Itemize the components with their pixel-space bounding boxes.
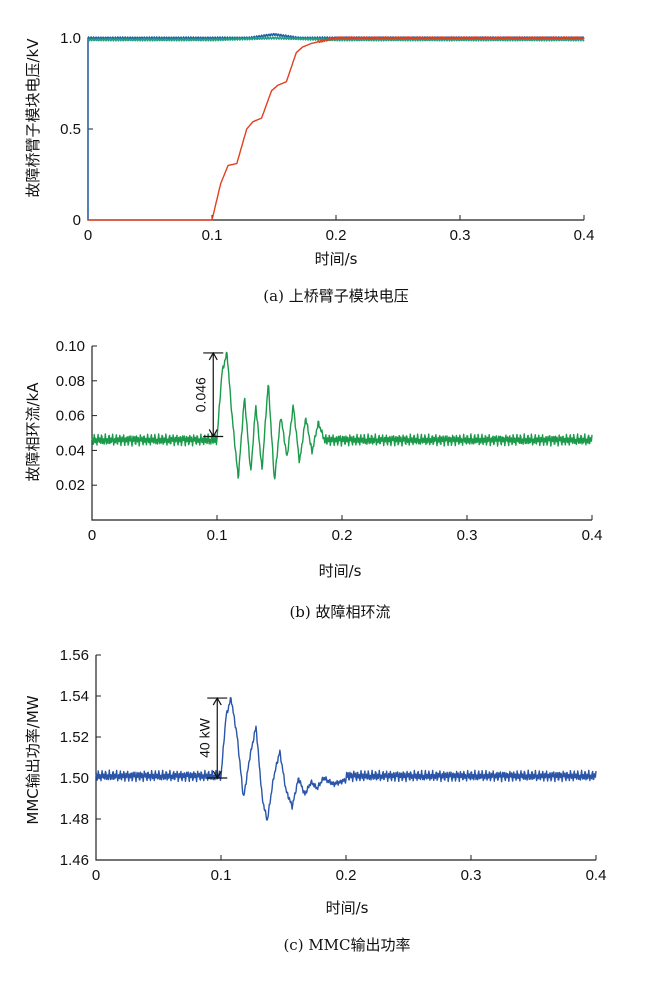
series-line [95, 697, 597, 821]
x-tick-label: 0.1 [207, 527, 228, 544]
axes-frame [91, 346, 592, 521]
x-tick-label: 0.2 [336, 867, 357, 884]
y-axis-title: MMC输出功率/MW [24, 695, 42, 824]
x-tick-label: 0.4 [574, 227, 595, 244]
x-axis-title: 时间/s [326, 899, 369, 917]
y-axis-title: 故障相环流/kA [24, 382, 42, 482]
y-tick-label: 1.48 [60, 811, 89, 828]
y-tick-label: 0.04 [56, 442, 85, 459]
x-tick-label: 0.4 [582, 527, 603, 544]
y-axis-title: 故障桥臂子模块电压/kV [24, 38, 42, 198]
x-tick-label: 0 [84, 227, 92, 244]
x-tick-label: 0.1 [202, 227, 223, 244]
y-tick-label: 0 [73, 212, 81, 229]
x-tick-label: 0.2 [332, 527, 353, 544]
annotation-label: 0.046 [192, 377, 208, 412]
chart-caption: (c) MMC输出功率 [283, 936, 410, 954]
y-tick-label: 1.56 [60, 647, 89, 664]
x-tick-label: 0.3 [461, 867, 482, 884]
y-tick-label: 0.02 [56, 477, 85, 494]
y-tick-label: 1.52 [60, 729, 89, 746]
x-tick-label: 0 [88, 527, 96, 544]
chart-caption: (b) 故障相环流 [289, 603, 390, 621]
series-line [91, 351, 593, 480]
y-tick-label: 0.5 [60, 121, 81, 138]
panel-c-output-power: MMC输出功率/MW 时间/s (c) MMC输出功率 0 0.1 0.2 0.3 0.… [24, 647, 606, 954]
annotation-label: 40 kW [196, 717, 212, 757]
x-axis-title: 时间/s [319, 562, 362, 580]
panel-a-voltage: 故障桥臂子模块电压/kV 时间/s (a) 上桥臂子模块电压 0 0.1 0.2 0.… [24, 30, 594, 305]
y-tick-label: 1.50 [60, 770, 89, 787]
series-line [87, 36, 585, 221]
y-tick-label: 0.06 [56, 408, 85, 425]
y-tick-label: 0.08 [56, 373, 85, 390]
chart-caption: (a) 上桥臂子模块电压 [263, 287, 408, 305]
x-tick-label: 0.2 [326, 227, 347, 244]
axes-frame [95, 655, 596, 861]
y-tick-label: 1.54 [60, 688, 89, 705]
axes-frame [87, 38, 584, 221]
y-tick-label: 1.46 [60, 852, 89, 869]
x-tick-label: 0.3 [450, 227, 471, 244]
x-tick-label: 0.1 [211, 867, 232, 884]
x-tick-label: 0.3 [457, 527, 478, 544]
series-line [87, 32, 585, 220]
y-tick-label: 1.0 [60, 30, 81, 47]
y-tick-label: 0.10 [56, 338, 85, 355]
x-tick-label: 0.4 [586, 867, 607, 884]
x-tick-label: 0 [92, 867, 100, 884]
panel-b-circulating-current: 故障相环流/kA 时间/s (b) 故障相环流 0 0.1 0.2 0.3 0.4 0.0… [24, 338, 602, 621]
x-axis-title: 时间/s [315, 250, 358, 268]
